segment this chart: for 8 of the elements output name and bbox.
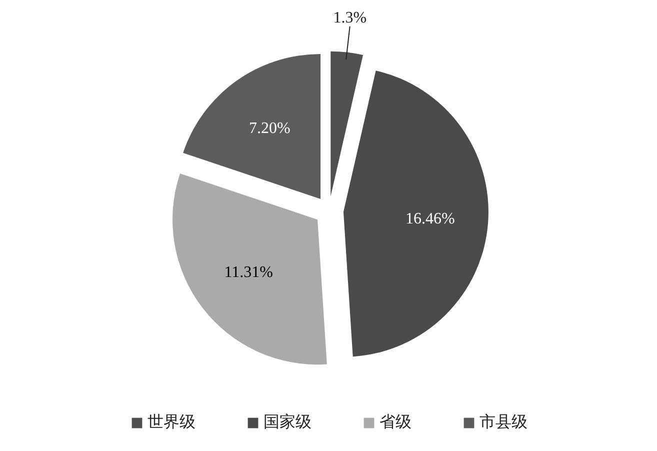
legend-label: 世界级 bbox=[148, 412, 196, 433]
data-label: 11.31% bbox=[224, 264, 273, 282]
data-label: 7.20% bbox=[249, 120, 290, 137]
legend-label: 国家级 bbox=[264, 412, 312, 433]
legend-label: 市县级 bbox=[480, 412, 528, 433]
legend-label: 省级 bbox=[380, 412, 412, 433]
data-label: 1.3% bbox=[333, 9, 367, 26]
data-label: 16.46% bbox=[406, 210, 455, 228]
